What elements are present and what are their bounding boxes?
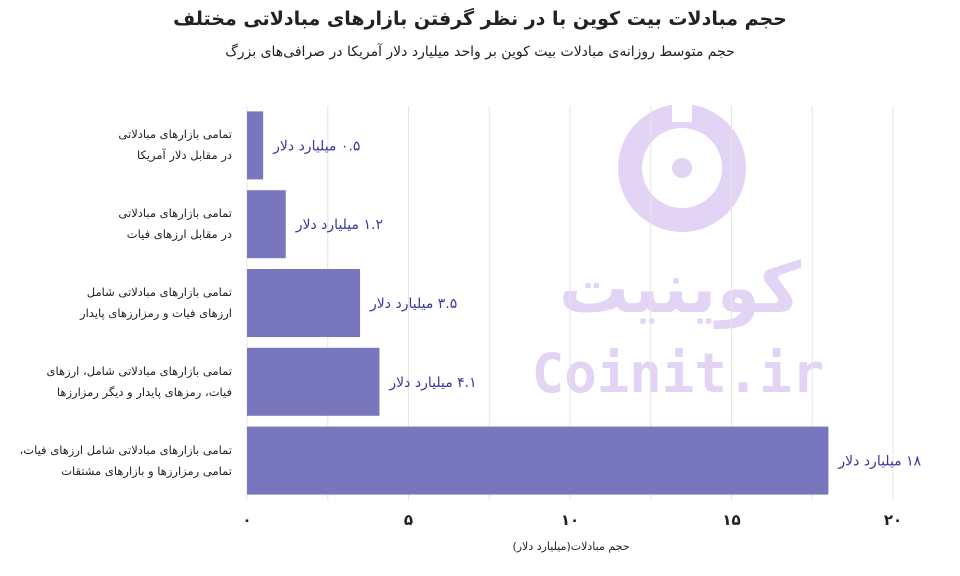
category-label: تمامی بازارهای مبادلاتی شامل ارزهای فیات … bbox=[0, 282, 232, 324]
data-label: ۴.۱ میلیارد دلار bbox=[388, 375, 476, 391]
category-label: تمامی بازارهای مبادلاتی در مقابل دلار آمر… bbox=[0, 124, 232, 166]
category-label-line: فیات، رمزهای پایدار و دیگر رمزارزها bbox=[56, 384, 232, 399]
category-label: تمامی بازارهای مبادلاتی در مقابل ارزهای ف… bbox=[0, 203, 232, 245]
watermark-logo-text: کوینیت bbox=[559, 247, 801, 329]
x-tick-label: ۵ bbox=[404, 511, 413, 529]
chart-subtitle: حجم متوسط روزانه‌ی مبادلات بیت کوین بر و… bbox=[225, 44, 735, 60]
bars bbox=[247, 111, 829, 495]
bar bbox=[247, 190, 286, 259]
category-label-line: ارزهای فیات و رمزارزهای پایدار bbox=[80, 306, 232, 320]
x-tick-label: ۱۰ bbox=[561, 511, 579, 529]
category-label-line: تمامی بازارهای مبادلاتی شامل، ارزهای bbox=[46, 363, 233, 378]
watermark-site-text: Coinit.ir bbox=[532, 342, 825, 405]
category-label-line: در مقابل ارزهای فیات bbox=[126, 227, 232, 242]
category-label: تمامی بازارهای مبادلاتی شامل ارزهای فیات… bbox=[0, 440, 232, 482]
data-labels: ۰.۵ میلیارد دلار ۱.۲ میلیارد دلار ۳.۵ میلی… bbox=[272, 138, 922, 469]
category-label-line: تمامی بازارهای مبادلاتی شامل bbox=[86, 285, 232, 299]
chart-title: حجم مبادلات بیت کوین با در نظر گرفتن باز… bbox=[173, 8, 787, 30]
coin-icon bbox=[618, 104, 746, 232]
category-label-line: تمامی رمزارزها و بازارهای مشتقات bbox=[61, 463, 232, 478]
x-axis-label: حجم مبادلات(میلیارد دلار) bbox=[512, 540, 630, 553]
data-label: ۳.۵ میلیارد دلار bbox=[369, 296, 457, 312]
x-tick-label: ۲۰ bbox=[884, 511, 902, 529]
bar bbox=[247, 269, 361, 337]
category-label-line: تمامی بازارهای مبادلاتی bbox=[118, 206, 232, 221]
data-label: ۱.۲ میلیارد دلار bbox=[295, 217, 383, 233]
category-label-line: تمامی بازارهای مبادلاتی شامل ارزهای فیات… bbox=[19, 442, 232, 457]
bar bbox=[247, 347, 380, 416]
data-label: ۱۸ میلیارد دلار bbox=[837, 454, 921, 470]
bar bbox=[247, 426, 829, 495]
watermark: کوینیت Coinit.ir bbox=[532, 104, 825, 405]
category-label: تمامی بازارهای مبادلاتی شامل، ارزهای فیات… bbox=[0, 361, 233, 403]
data-label: ۰.۵ میلیارد دلار bbox=[272, 138, 360, 154]
category-label-line: در مقابل دلار آمریکا bbox=[136, 148, 232, 163]
x-tick-label: ۰ bbox=[242, 511, 251, 529]
x-ticks: ۰ ۵ ۱۰ ۱۵ ۲۰ bbox=[242, 511, 902, 529]
x-tick-label: ۱۵ bbox=[722, 511, 740, 529]
category-label-line: تمامی بازارهای مبادلاتی bbox=[118, 127, 232, 142]
bar bbox=[247, 111, 264, 180]
